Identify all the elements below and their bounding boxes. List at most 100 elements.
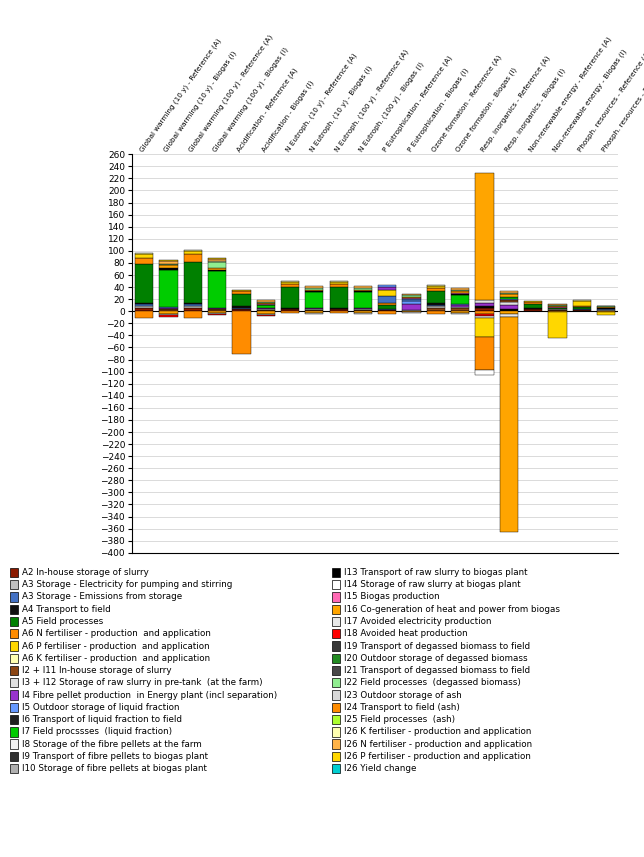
Bar	[524, 303, 542, 304]
Bar	[427, 307, 445, 309]
Bar	[402, 294, 421, 295]
Bar	[232, 308, 251, 309]
Text: I26 K fertiliser - production and application: I26 K fertiliser - production and applic…	[344, 728, 531, 736]
Bar	[451, 309, 469, 311]
Bar	[159, 266, 178, 267]
Bar	[427, 286, 445, 288]
Bar	[208, 258, 226, 260]
Bar	[378, 296, 397, 303]
Bar	[475, 307, 494, 309]
Bar	[305, 286, 323, 288]
Bar	[256, 302, 275, 303]
Bar	[232, 311, 251, 354]
Bar	[135, 255, 153, 257]
Bar	[184, 249, 202, 251]
Bar	[208, 309, 226, 311]
Bar	[354, 313, 372, 315]
Text: I2 + I11 In-house storage of slurry: I2 + I11 In-house storage of slurry	[22, 666, 171, 675]
Text: I18 Avoided heat production: I18 Avoided heat production	[344, 629, 468, 638]
Bar	[524, 309, 542, 311]
Bar	[354, 286, 372, 288]
Bar	[354, 310, 372, 311]
Bar	[548, 304, 567, 305]
Bar	[159, 264, 178, 266]
Text: I5 Outdoor storage of liquid fraction: I5 Outdoor storage of liquid fraction	[22, 703, 180, 712]
Bar	[208, 313, 226, 315]
Bar	[402, 301, 421, 304]
Bar	[305, 288, 323, 290]
Bar	[548, 311, 567, 313]
Bar	[330, 281, 348, 282]
Bar	[451, 304, 469, 305]
Bar	[159, 309, 178, 311]
Bar	[548, 310, 567, 311]
Bar	[281, 281, 299, 282]
Bar	[135, 253, 153, 255]
Text: I6 Transport of liquid fraction to field: I6 Transport of liquid fraction to field	[22, 715, 182, 724]
Bar	[256, 303, 275, 304]
Text: I21 Transport of degassed biomass to field: I21 Transport of degassed biomass to fie…	[344, 666, 530, 675]
Bar	[402, 304, 421, 310]
Bar	[573, 307, 591, 309]
Bar	[208, 261, 226, 267]
Bar	[159, 308, 178, 309]
Bar	[475, 173, 494, 300]
Bar	[378, 305, 397, 309]
Bar	[475, 306, 494, 307]
Bar	[232, 291, 251, 294]
Text: A3 Storage - Electricity for pumping and stirring: A3 Storage - Electricity for pumping and…	[22, 580, 232, 590]
Bar	[159, 314, 178, 315]
Bar	[135, 264, 153, 303]
Bar	[451, 288, 469, 290]
Bar	[256, 314, 275, 315]
Bar	[159, 311, 178, 314]
Text: I24 Transport to field (ash): I24 Transport to field (ash)	[344, 703, 460, 712]
Bar	[184, 255, 202, 261]
Bar	[597, 312, 615, 315]
Text: A5 Field processes: A5 Field processes	[22, 617, 103, 626]
Bar	[475, 318, 494, 337]
Bar	[475, 337, 494, 370]
Bar	[500, 294, 518, 297]
Text: A6 N fertiliser - production  and application: A6 N fertiliser - production and applica…	[22, 629, 211, 638]
Bar	[159, 315, 178, 317]
Bar	[159, 270, 178, 307]
Bar	[573, 306, 591, 307]
Bar	[354, 292, 372, 308]
Bar	[451, 307, 469, 309]
Bar	[378, 285, 397, 287]
Bar	[135, 308, 153, 311]
Bar	[184, 308, 202, 311]
Bar	[524, 304, 542, 308]
Bar	[475, 311, 494, 315]
Bar	[427, 291, 445, 303]
Bar	[232, 307, 251, 308]
Bar	[524, 301, 542, 303]
Bar	[475, 303, 494, 306]
Text: I9 Transport of fibre pellets to biogas plant: I9 Transport of fibre pellets to biogas …	[22, 752, 208, 761]
Bar	[475, 316, 494, 318]
Bar	[451, 294, 469, 295]
Bar	[330, 309, 348, 311]
Text: I26 N fertiliser - production and application: I26 N fertiliser - production and applic…	[344, 740, 532, 748]
Bar	[451, 292, 469, 294]
Bar	[184, 311, 202, 319]
Bar	[159, 261, 178, 264]
Bar	[378, 290, 397, 296]
Text: I7 Field procssses  (liquid fraction): I7 Field procssses (liquid fraction)	[22, 728, 172, 736]
Bar	[330, 282, 348, 284]
Text: I14 Storage of raw slurry at biogas plant: I14 Storage of raw slurry at biogas plan…	[344, 580, 520, 590]
Bar	[427, 288, 445, 291]
Bar	[475, 300, 494, 303]
Text: I4 Fibre pellet production  in Energy plant (incl separation): I4 Fibre pellet production in Energy pla…	[22, 691, 277, 699]
Text: I26 P fertiliser - production and application: I26 P fertiliser - production and applic…	[344, 752, 531, 761]
Bar	[208, 272, 226, 308]
Bar	[548, 313, 567, 338]
Bar	[281, 287, 299, 309]
Bar	[184, 304, 202, 307]
Bar	[354, 288, 372, 290]
Bar	[184, 251, 202, 255]
Text: A3 Storage - Emissions from storage: A3 Storage - Emissions from storage	[22, 592, 182, 602]
Bar	[184, 303, 202, 304]
Bar	[500, 298, 518, 300]
